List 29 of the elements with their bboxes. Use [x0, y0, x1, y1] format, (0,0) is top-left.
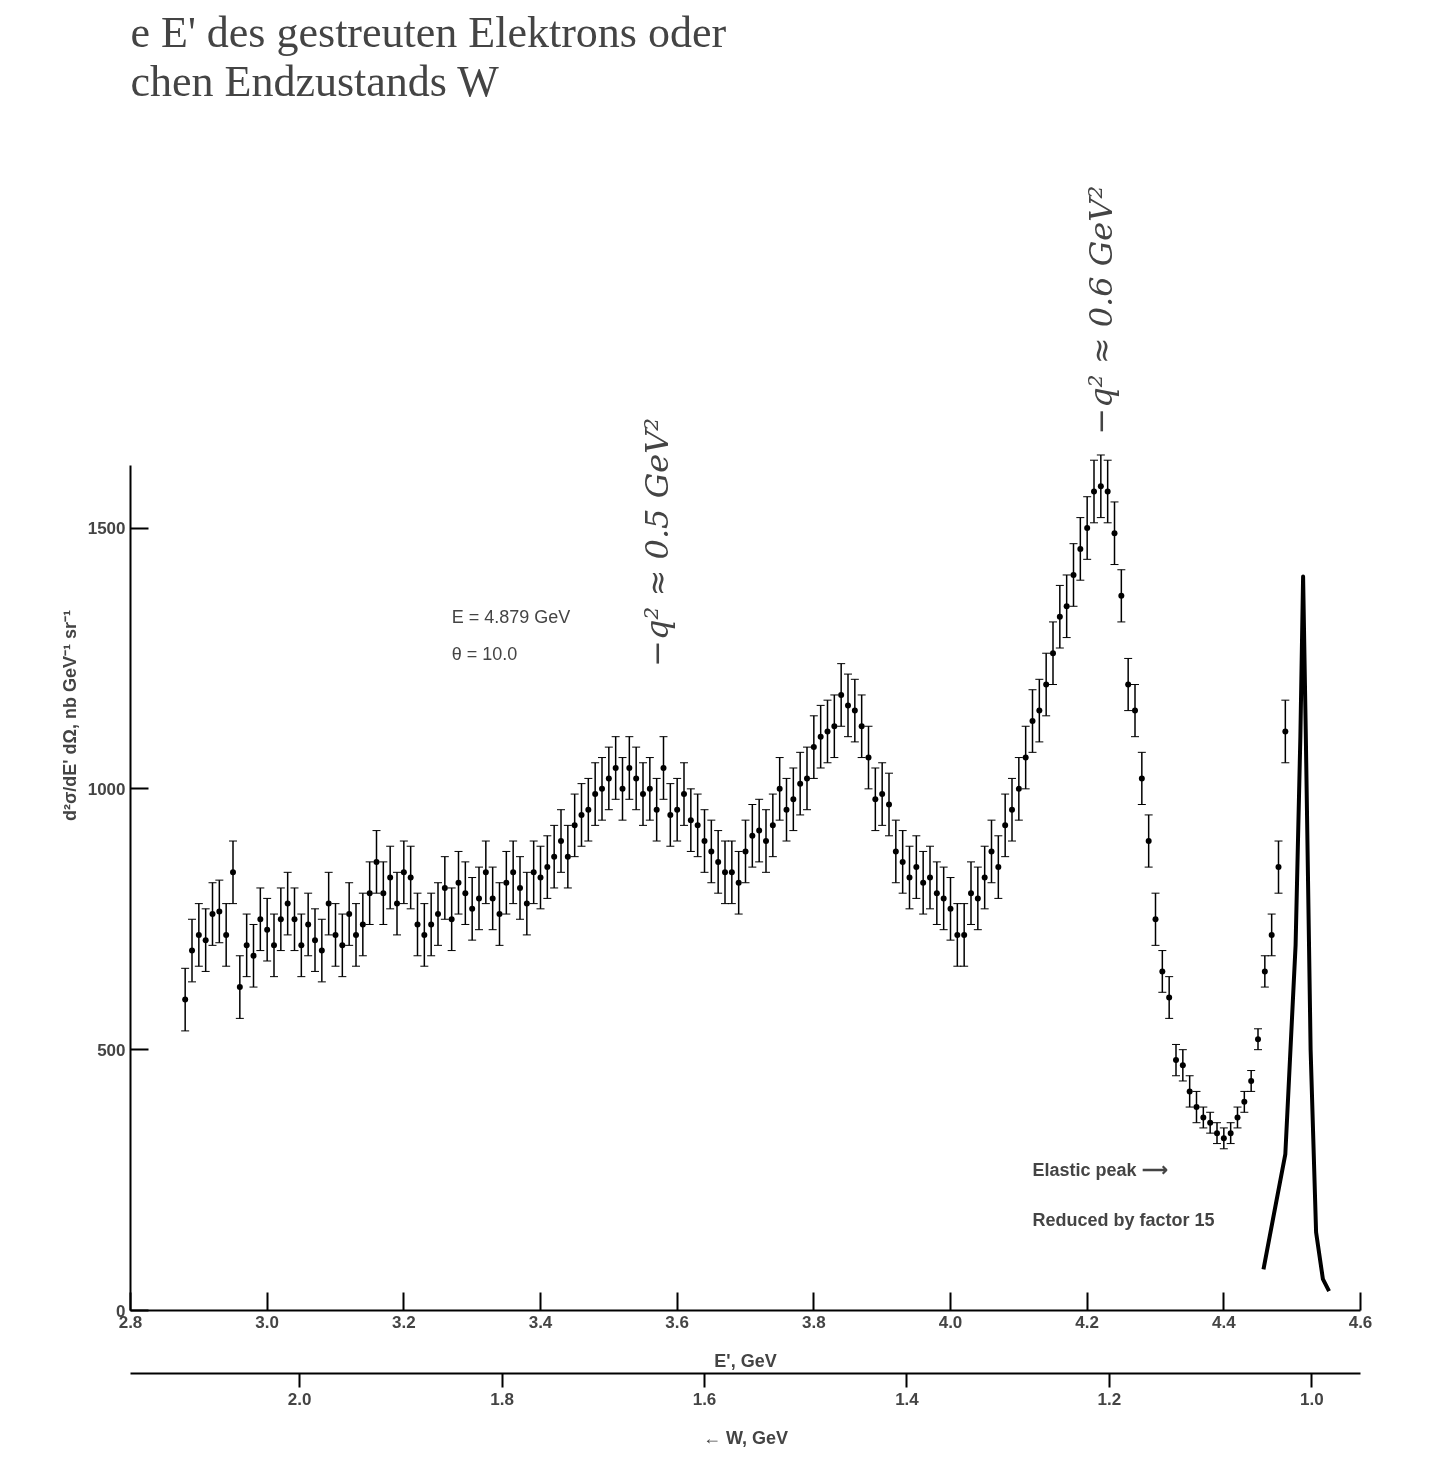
line-series: [1261, 574, 1332, 1294]
x2-tick-label: 1.2: [1097, 1389, 1122, 1409]
annotation: Elastic peak ⟶: [1032, 1160, 1168, 1181]
x2-tick-label: 1.4: [895, 1389, 920, 1409]
x2-axis-title: ← W, GeV: [702, 1427, 789, 1448]
annotation: E = 4.879 GeV: [451, 607, 571, 628]
annotation: −q² ≈ 0.5 GeV²: [637, 417, 676, 667]
x-tick-label: 3.6: [665, 1312, 689, 1332]
chart-title: e E' des gestreuten Elektrons oder chen Endzustands W: [130, 7, 727, 106]
x-tick-label: 3.2: [392, 1312, 416, 1332]
x2-tick-label: 1.0: [1300, 1389, 1324, 1409]
x-tick-label: 3.8: [802, 1312, 826, 1332]
x-tick-label: 3.4: [528, 1312, 553, 1332]
x-tick-label: 4.4: [1212, 1312, 1237, 1332]
text: −q² ≈ 0.6 GeV²: [1081, 185, 1120, 435]
x-tick-label: 4.6: [1348, 1312, 1373, 1332]
x2-tick-label: 1.8: [490, 1389, 514, 1409]
x2-tick-label: 2.0: [287, 1389, 312, 1409]
y-tick-label: 1000: [87, 779, 126, 799]
y-axis-title: d²σ/dE' dΩ, nb GeV⁻¹ sr⁻¹: [59, 609, 80, 822]
x-tick-label: 4.2: [1075, 1312, 1099, 1332]
x-tick-label: 3.0: [255, 1312, 279, 1332]
y-tick-label: 1500: [87, 519, 126, 539]
x-axis-title: E', GeV: [714, 1350, 777, 1371]
y-tick-label: 500: [97, 1040, 126, 1060]
annotation: Reduced by factor 15: [1032, 1209, 1215, 1230]
annotation: θ = 10.0: [451, 643, 518, 664]
x2-tick-label: 1.6: [692, 1389, 717, 1409]
x-tick-label: 4.0: [938, 1312, 963, 1332]
